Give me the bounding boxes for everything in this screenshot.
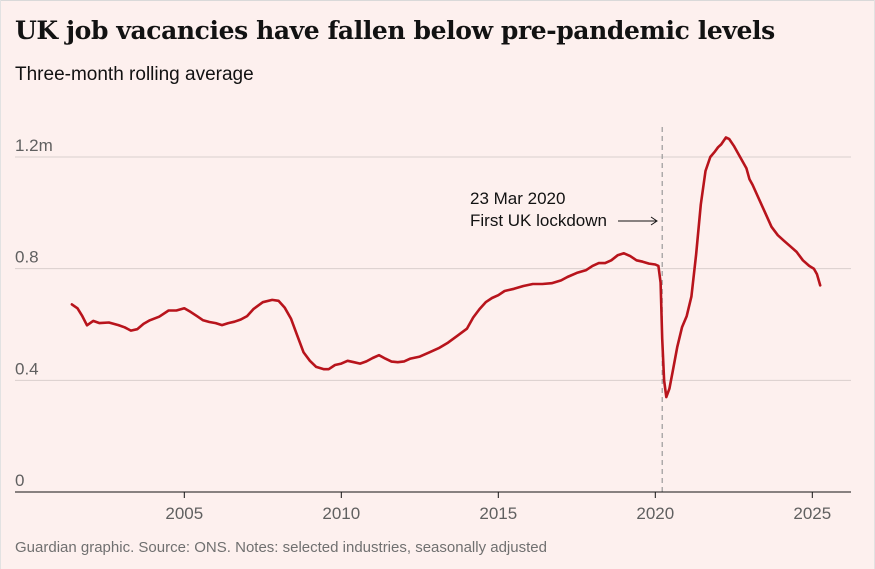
series-lines xyxy=(70,136,822,399)
series-line-vacancies xyxy=(70,136,822,399)
x-tick-label: 2015 xyxy=(479,504,517,523)
x-tick-label: 2020 xyxy=(636,504,674,523)
lockdown-annotation: 23 Mar 2020 First UK lockdown xyxy=(470,127,663,492)
annotation-label: First UK lockdown xyxy=(470,211,607,230)
top-divider xyxy=(0,0,875,7)
annotation-arrow-head xyxy=(650,216,658,226)
y-tick-label: 0 xyxy=(15,471,24,490)
x-tick-label: 2025 xyxy=(793,504,831,523)
chart-title: UK job vacancies have fallen below pre-p… xyxy=(15,16,775,45)
annotation-date: 23 Mar 2020 xyxy=(470,189,565,208)
x-tick-label: 2010 xyxy=(322,504,360,523)
left-border xyxy=(0,0,1,569)
y-tick-label: 0.4 xyxy=(15,359,39,378)
y-tick-label: 1.2m xyxy=(15,136,53,155)
chart-subtitle: Three-month rolling average xyxy=(15,64,254,85)
source-note: Guardian graphic. Source: ONS. Notes: se… xyxy=(15,539,547,556)
x-axis-ticks: 2005 2010 2015 2020 2025 xyxy=(165,492,831,523)
x-tick-label: 2005 xyxy=(165,504,203,523)
gridlines xyxy=(15,156,851,381)
y-axis-ticks: 0 0.4 0.8 1.2m xyxy=(15,136,53,490)
y-tick-label: 0.8 xyxy=(15,248,39,267)
